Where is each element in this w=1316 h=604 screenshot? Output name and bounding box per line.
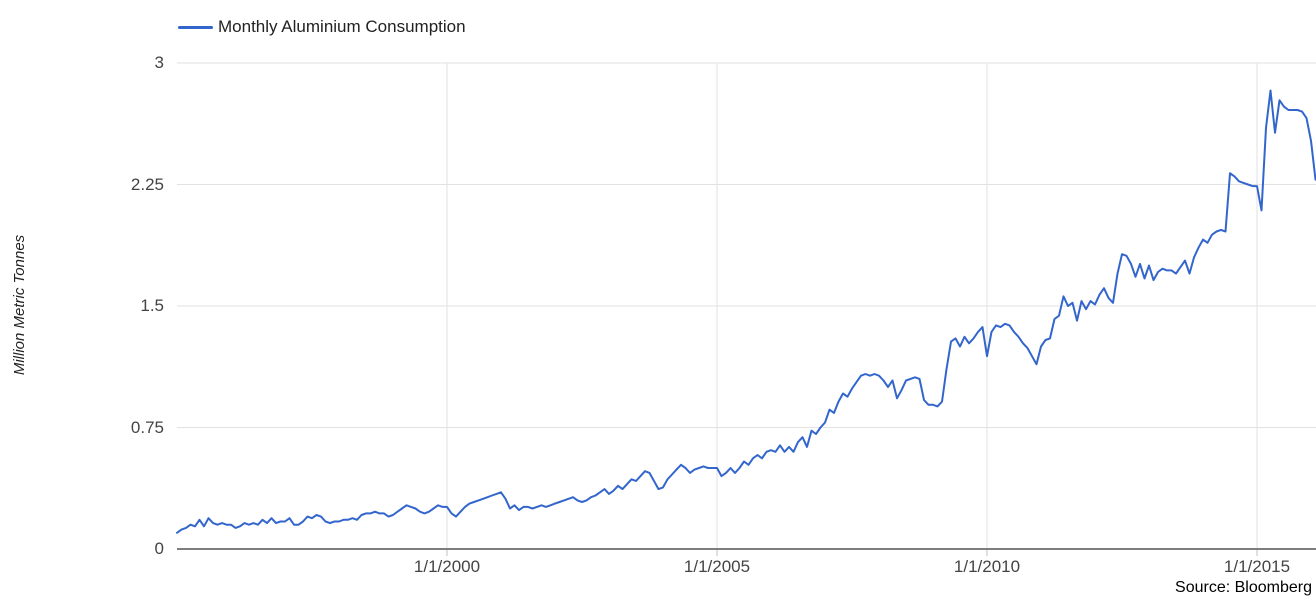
source-label: Source: Bloomberg [1175, 579, 1312, 596]
y-tick-label: 0.75 [130, 417, 164, 437]
x-tick-label: 1/1/2005 [683, 557, 751, 576]
legend-series-label: Monthly Aluminium Consumption [218, 17, 466, 36]
y-tick-label: 1.5 [140, 296, 164, 315]
y-axis-title: Million Metric Tonnes [11, 234, 28, 376]
x-tick-label: 1/1/2010 [953, 557, 1021, 576]
y-tick-label: 0 [154, 539, 164, 558]
legend-line-swatch [178, 26, 213, 29]
x-tick-label: 1/1/2015 [1223, 557, 1291, 576]
gridlines [177, 62, 1316, 556]
y-tick-label: 3 [154, 53, 164, 72]
series-line [176, 89, 1316, 534]
y-tick-label: 2.25 [130, 174, 164, 194]
x-tick-label: 1/1/2000 [413, 557, 481, 576]
